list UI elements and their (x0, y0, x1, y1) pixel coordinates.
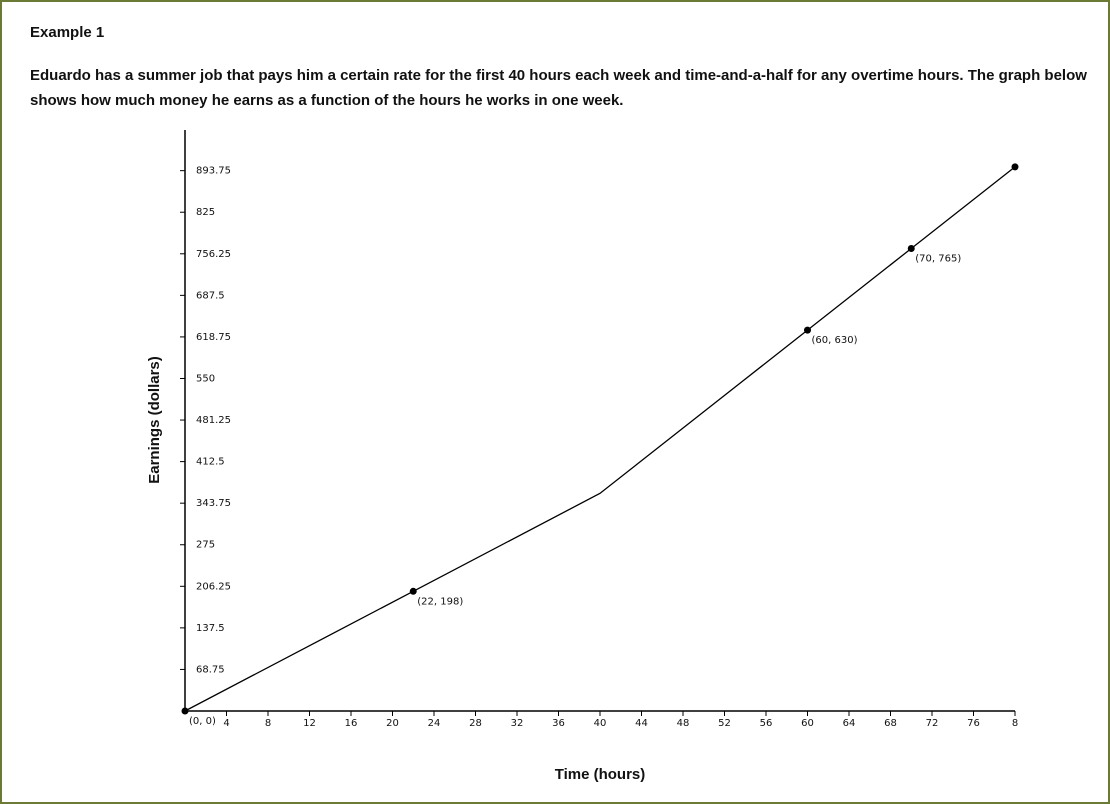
x-tick-label: 60 (801, 718, 814, 729)
x-tick-label: 12 (303, 718, 316, 729)
y-tick-label: 825 (196, 207, 215, 218)
x-tick-label: 44 (635, 718, 648, 729)
point (409, 587, 417, 595)
point-label: (0, 0) (189, 716, 216, 727)
x-tick-label: 68 (884, 718, 897, 729)
example-title: Example 1 (30, 24, 105, 41)
y-tick-label: 481.25 (196, 415, 231, 426)
x-tick-label: 52 (718, 718, 731, 729)
point (181, 707, 189, 715)
x-tick-label: 16 (345, 718, 358, 729)
x-tick-label: 4 (223, 718, 229, 729)
x-tick-label: 36 (552, 718, 565, 729)
point (907, 244, 915, 252)
y-tick-label: 412.5 (196, 457, 225, 468)
y-tick-label: 68.75 (196, 664, 225, 675)
y-tick-label: 343.75 (196, 498, 231, 509)
y-tick-label: 687.5 (196, 290, 225, 301)
y-tick-label: 756.25 (196, 249, 231, 260)
x-tick-label: 8 (265, 718, 271, 729)
x-tick-label: 56 (760, 718, 773, 729)
point-label: (22, 198) (417, 596, 463, 607)
x-tick-label: 64 (843, 718, 856, 729)
point (804, 326, 811, 334)
x-tick-label: 72 (926, 718, 939, 729)
point (1011, 163, 1019, 171)
x-tick-label: 24 (428, 718, 441, 729)
y-tick-label: 275 (196, 540, 215, 551)
x-tick-label: 8 (1012, 718, 1018, 729)
y-tick-label: 137.5 (196, 623, 225, 634)
x-axis-title: Time (hours) (555, 766, 646, 783)
x-tick-label: 48 (677, 718, 690, 729)
problem-text: Eduardo has a summer job that pays him a… (30, 67, 1087, 109)
earnings-line (184, 166, 1016, 712)
y-tick-label: 618.75 (196, 332, 231, 343)
x-tick-label: 76 (967, 718, 980, 729)
x-tick-label: 32 (511, 718, 524, 729)
x-tick-label: 40 (594, 718, 607, 729)
y-tick-label: 206.25 (196, 581, 231, 592)
x-tick-label: 28 (469, 718, 482, 729)
point-label: (70, 765) (915, 253, 961, 264)
x-tick-label: 20 (386, 718, 399, 729)
y-axis-title: Earnings (dollars) (146, 356, 163, 484)
y-tick-label: 550 (196, 373, 215, 384)
point-label: (60, 630) (812, 335, 858, 346)
y-tick-label: 893.75 (196, 166, 231, 177)
